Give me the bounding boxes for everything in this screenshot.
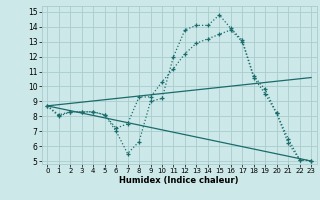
- X-axis label: Humidex (Indice chaleur): Humidex (Indice chaleur): [119, 176, 239, 185]
